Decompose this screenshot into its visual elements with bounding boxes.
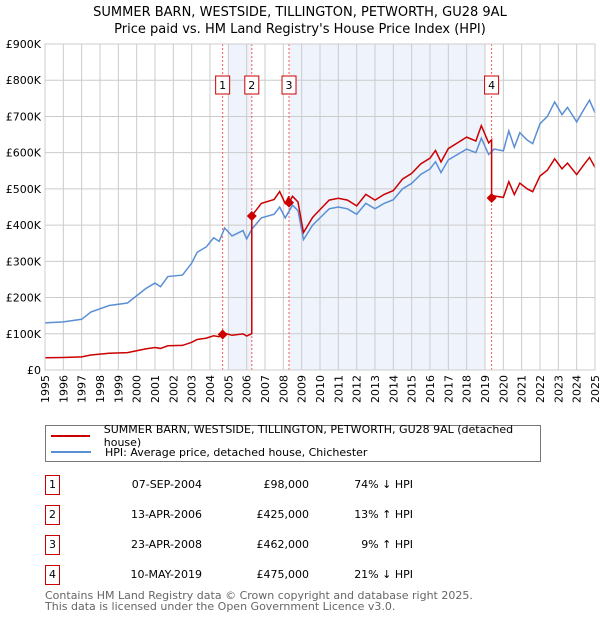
sale-row: 3 23-APR-2008 £462,000 9% ↑ HPI: [45, 535, 445, 555]
x-tick-label: 1997: [76, 375, 89, 403]
sale-hpi-diff: 21% ↓ HPI: [354, 568, 413, 581]
x-tick-label: 2023: [552, 375, 565, 403]
x-tick-label: 1998: [94, 375, 107, 403]
x-tick-label: 2017: [442, 375, 455, 403]
x-tick-label: 2022: [534, 375, 547, 403]
x-tick-label: 2008: [277, 375, 290, 403]
x-tick-label: 1995: [39, 375, 52, 403]
property-price-line: [44, 123, 596, 359]
plot-frame: [44, 43, 596, 371]
sale-date: 23-APR-2008: [130, 538, 202, 551]
chart-legend: SUMMER BARN, WESTSIDE, TILLINGTON, PETWO…: [45, 423, 541, 462]
y-tick-label: £800K: [6, 74, 42, 87]
x-tick-label: 1996: [57, 375, 70, 403]
x-tick-label: 2009: [296, 375, 309, 403]
sale-label: 2: [248, 79, 255, 92]
x-tick-label: 2005: [222, 375, 235, 403]
sale-number: 2: [45, 505, 60, 525]
sale-hpi-diff: 9% ↑ HPI: [361, 538, 413, 551]
x-tick-label: 2025: [589, 375, 600, 403]
sale-label: 4: [488, 79, 495, 92]
sale-label-box: [244, 75, 260, 95]
sale-label-box: [484, 75, 500, 95]
sale-price: £98,000: [263, 478, 310, 491]
shaded-period: [228, 44, 252, 370]
x-tick-label: 2000: [131, 375, 144, 403]
footer-licence: This data is licensed under the Open Gov…: [45, 600, 396, 613]
property-line-swatch: [51, 435, 90, 437]
sale-label: 1: [219, 79, 226, 92]
sale-number: 1: [45, 475, 60, 495]
sale-point: [486, 192, 497, 203]
x-tick-label: 2012: [351, 375, 364, 403]
x-tick-label: 2024: [571, 375, 584, 403]
x-tick-label: 2011: [332, 375, 345, 403]
sale-row: 4 10-MAY-2019 £475,000 21% ↓ HPI: [45, 565, 445, 585]
y-tick-label: £500K: [6, 183, 42, 196]
sale-price: £475,000: [256, 568, 310, 581]
x-tick-label: 2002: [167, 375, 180, 403]
x-tick-label: 2004: [204, 375, 217, 403]
sale-date: 10-MAY-2019: [130, 568, 202, 581]
x-tick-label: 2001: [149, 375, 162, 403]
x-tick-label: 2010: [314, 375, 327, 403]
x-tick-label: 2015: [406, 375, 419, 403]
sale-date: 13-APR-2006: [130, 508, 202, 521]
x-tick-label: 2013: [369, 375, 382, 403]
chart-title: SUMMER BARN, WESTSIDE, TILLINGTON, PETWO…: [93, 5, 507, 20]
y-tick-label: £200K: [6, 292, 42, 305]
sale-point: [217, 329, 228, 340]
legend-hpi: HPI: Average price, detached house, Chic…: [105, 445, 368, 459]
x-tick-label: 2020: [497, 375, 510, 403]
hpi-line: [44, 98, 596, 324]
sale-price: £462,000: [256, 538, 310, 551]
x-tick-label: 2007: [259, 375, 272, 403]
footer-copyright: Contains HM Land Registry data © Crown c…: [45, 589, 473, 602]
sale-number: 3: [45, 535, 60, 555]
x-tick-label: 2016: [424, 375, 437, 403]
y-tick-label: £300K: [6, 255, 42, 268]
shaded-period: [289, 44, 485, 370]
y-tick-label: £600K: [6, 147, 42, 160]
x-tick-label: 2021: [516, 375, 529, 403]
y-tick-label: £900K: [6, 38, 42, 51]
sale-row: 1 07-SEP-2004 £98,000 74% ↓ HPI: [45, 475, 445, 495]
x-tick-label: 2006: [241, 375, 254, 403]
y-tick-label: £100K: [6, 328, 42, 341]
sale-row: 2 13-APR-2006 £425,000 13% ↑ HPI: [45, 505, 445, 525]
x-tick-label: 1999: [112, 375, 125, 403]
sale-price: £425,000: [256, 508, 310, 521]
sale-label: 3: [286, 79, 293, 92]
sale-label-box: [215, 75, 231, 95]
sale-hpi-diff: 74% ↓ HPI: [354, 478, 413, 491]
legend-property: SUMMER BARN, WESTSIDE, TILLINGTON, PETWO…: [103, 423, 514, 449]
sale-date: 07-SEP-2004: [131, 478, 202, 491]
sale-number: 4: [45, 565, 60, 585]
x-tick-label: 2014: [387, 375, 400, 403]
chart-subtitle: Price paid vs. HM Land Registry's House …: [114, 22, 486, 37]
x-tick-label: 2003: [186, 375, 199, 403]
sale-point: [246, 211, 257, 222]
x-tick-label: 2018: [461, 375, 474, 403]
hpi-line-swatch: [51, 451, 91, 453]
sale-point: [284, 197, 295, 208]
y-tick-label: £0: [27, 364, 41, 377]
y-tick-label: £700K: [6, 110, 42, 123]
price-chart: SUMMER BARN, WESTSIDE, TILLINGTON, PETWO…: [6, 5, 600, 403]
x-tick-label: 2019: [479, 375, 492, 403]
sale-hpi-diff: 13% ↑ HPI: [354, 508, 413, 521]
sale-label-box: [281, 75, 297, 95]
y-tick-label: £400K: [6, 219, 42, 232]
